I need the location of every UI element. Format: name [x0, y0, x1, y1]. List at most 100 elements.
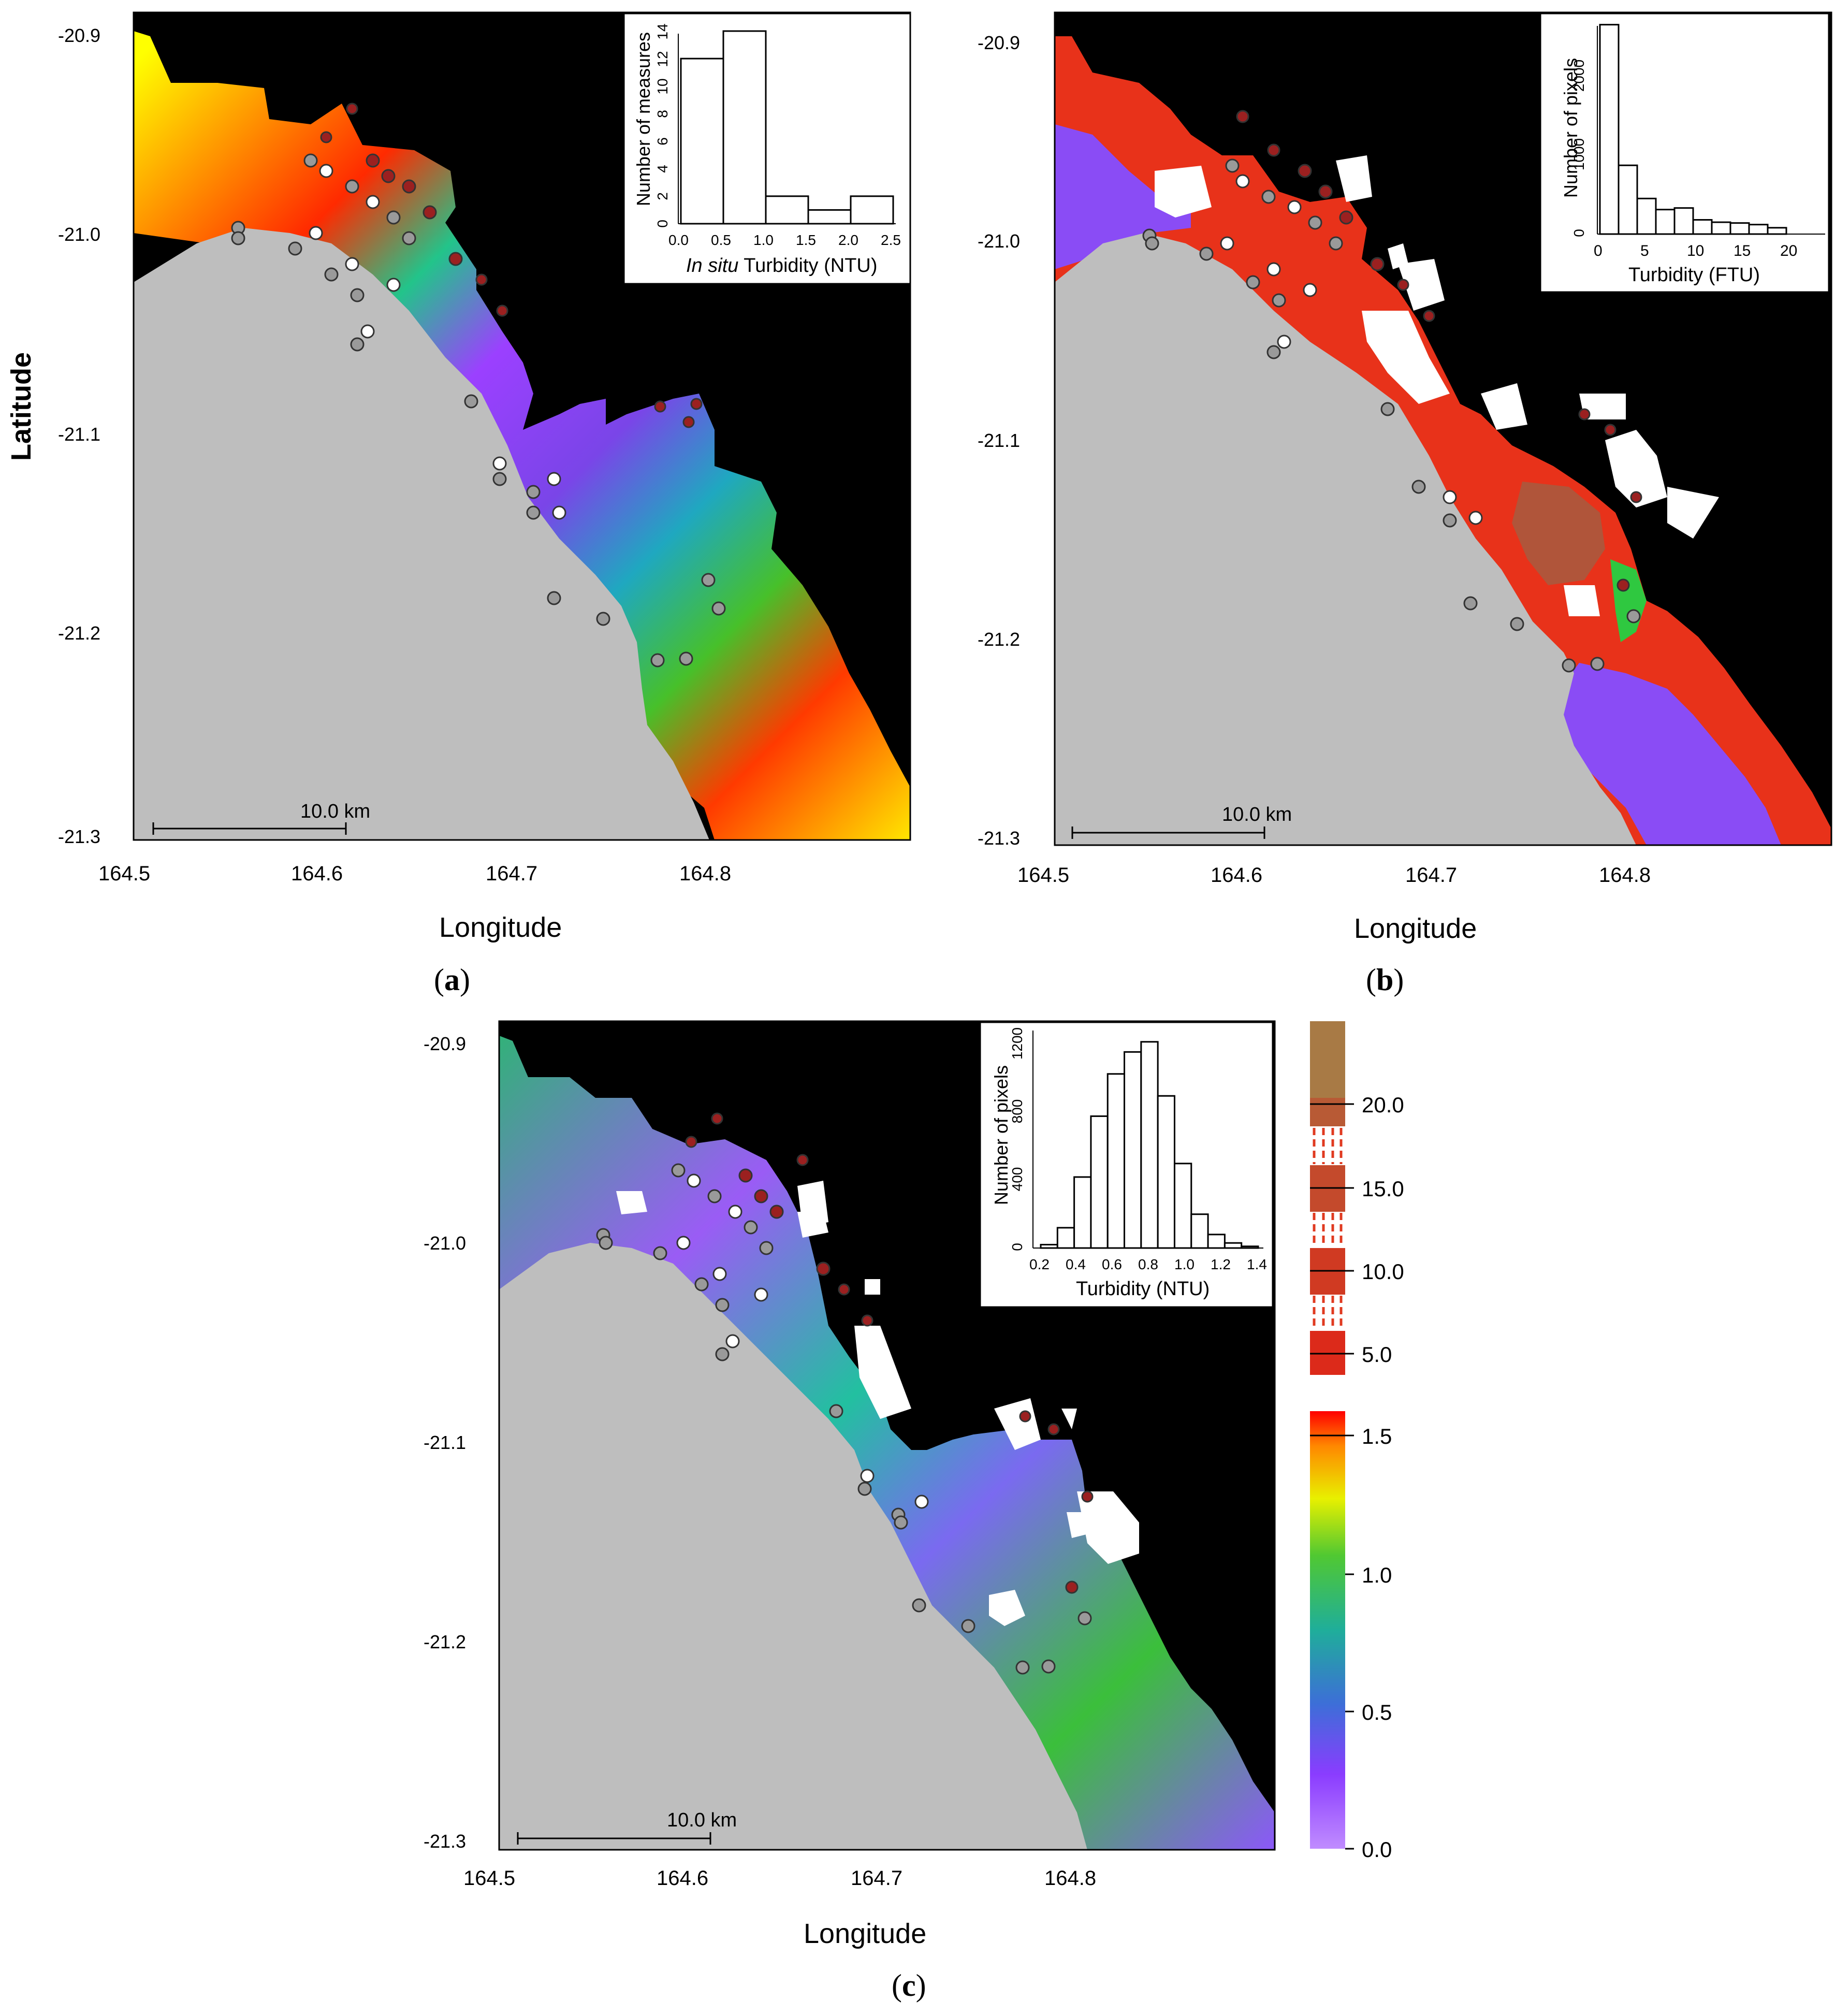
panel-a-land [134, 228, 709, 840]
panel-c-inset-xtick-0: 0.2 [1029, 1256, 1050, 1272]
panel-a-lon-tick-3: 164.7 [486, 862, 538, 885]
panel-b-map [1054, 11, 1832, 846]
panel-b-inset-xtick-0: 0 [1594, 242, 1603, 259]
panel-c-lon-tick-3: 164.7 [851, 1867, 903, 1890]
panel-a-lon-tick-2: 164.6 [291, 862, 343, 885]
panel-b-xlabel: Longitude [1354, 913, 1477, 944]
panel-b-inset-xlabel: Turbidity (FTU) [1628, 264, 1760, 286]
panel-b-inset-ytick-2: 2000 [1571, 59, 1587, 92]
inset-a-bar-0 [680, 57, 724, 225]
panel-a-label: (a) [434, 963, 470, 997]
panel-b-stations [1142, 110, 1642, 673]
inset-c-bar-7 [1157, 1095, 1175, 1249]
panel-a-lat-tick-5: -21.3 [58, 826, 101, 847]
inset-b-bar-4 [1673, 207, 1694, 235]
panel-a-inset-xlabel: In situ Turbidity (NTU) [686, 255, 878, 277]
inset-c-bar-12 [1241, 1245, 1259, 1249]
colorbar-label-1: 1.0 [1362, 1563, 1392, 1587]
panel-b-cloud-mask [1155, 155, 1719, 616]
panel-a-inset-ytick-1: 2 [654, 192, 671, 200]
inset-c-bar-10 [1207, 1234, 1226, 1249]
panel-c-frame [498, 1020, 1276, 1851]
panel-b-inset [1539, 12, 1830, 293]
inset-c-bar-9 [1190, 1213, 1209, 1249]
inset-c-bar-5 [1124, 1051, 1142, 1249]
inset-c-bar-3 [1090, 1115, 1109, 1249]
panel-c-inset-bars [1040, 1041, 1259, 1249]
panel-a-inset-xtick-2: 1.0 [753, 232, 774, 248]
inset-b-bar-5 [1692, 219, 1713, 235]
panel-c-lon-tick-2: 164.6 [657, 1867, 709, 1890]
panel-b-label: (b) [1366, 963, 1404, 997]
colorbar-label-0: 0.0 [1362, 1837, 1392, 1862]
colorbar-label-10: 10.0 [1362, 1259, 1404, 1284]
panel-c-inset-xtick-4: 1.0 [1174, 1256, 1195, 1272]
inset-c-bar-2 [1073, 1176, 1092, 1249]
inset-b-bar-8 [1748, 224, 1769, 235]
panel-a-inset-bars [680, 30, 894, 225]
panel-b-inset-bars [1599, 24, 1787, 235]
panel-c-cloud-mask [616, 1181, 1139, 1626]
panel-a-inset [623, 12, 911, 285]
panel-a-lon-tick-4: 164.8 [679, 862, 732, 885]
panel-b-lon-tick-1: 164.5 [1017, 864, 1070, 887]
panel-a-stations [231, 103, 726, 668]
panel-a-inset-xtick-3: 1.5 [796, 232, 816, 248]
panel-b-purple-south [1559, 663, 1781, 845]
colorbar-label-15: 15.0 [1362, 1177, 1404, 1201]
panel-b-lat-tick-1: -20.9 [978, 32, 1021, 53]
panel-c-inset-ytick-3: 1200 [1009, 1027, 1025, 1060]
panel-c-lat-tick-4: -21.2 [424, 1631, 467, 1652]
panel-a-lon-tick-1: 164.5 [98, 862, 151, 885]
inset-b-bar-0 [1599, 24, 1620, 235]
panel-c-inset-ytick-1: 400 [1009, 1167, 1025, 1192]
inset-c-bar-0 [1040, 1243, 1058, 1249]
inset-c-bar-1 [1056, 1227, 1075, 1249]
panel-b-brown-patch [1512, 482, 1605, 585]
panel-b-lat-tick-4: -21.2 [978, 629, 1021, 650]
panel-c-lat-tick-3: -21.1 [424, 1432, 467, 1453]
colorbar-label-20: 20.0 [1362, 1093, 1404, 1117]
panel-c-inset [979, 1021, 1274, 1308]
panel-c-map [498, 1020, 1276, 1851]
panel-a-inset-ylabel: Number of measures [633, 32, 654, 207]
panel-a-inset-xtick-4: 2.0 [838, 232, 858, 248]
panel-b-inset-xtick-2: 10 [1687, 242, 1705, 259]
panel-b-inset-xtick-1: 5 [1640, 242, 1649, 259]
panel-a-inset-ytick-6: 12 [654, 51, 671, 67]
inset-b-bar-2 [1636, 197, 1657, 235]
panel-a-turbidity-field [134, 31, 910, 840]
panel-a-inset-ytick-0: 0 [654, 220, 671, 228]
panel-b-inset-ytick-0: 0 [1571, 229, 1587, 237]
panel-c-scalebar-label: 10.0 km [667, 1809, 737, 1831]
panel-a-inset-ytick-4: 8 [654, 110, 671, 118]
panel-c-inset-xtick-1: 0.4 [1066, 1256, 1086, 1272]
panel-b-inset-ytick-1: 1000 [1571, 138, 1587, 171]
inset-c-bar-11 [1224, 1242, 1243, 1249]
panel-c-stations [596, 1112, 1094, 1675]
panel-b-lon-tick-4: 164.8 [1599, 864, 1651, 887]
panel-c-inset-xtick-5: 1.2 [1211, 1256, 1231, 1272]
panel-a-lat-tick-3: -21.1 [58, 424, 101, 445]
inset-b-bar-3 [1655, 209, 1676, 235]
panel-b-land [1055, 233, 1636, 845]
panel-c-inset-ytick-0: 0 [1009, 1243, 1025, 1251]
panel-c-lat-tick-1: -20.9 [424, 1033, 467, 1054]
panel-a-inset-xtick-0: 0.0 [668, 232, 689, 248]
panel-a-lat-tick-4: -21.2 [58, 622, 101, 644]
inset-c-bar-6 [1140, 1041, 1159, 1249]
panel-b-lon-tick-2: 164.6 [1211, 864, 1263, 887]
panel-c-lon-tick-4: 164.8 [1044, 1867, 1097, 1890]
panel-c-inset-xtick-3: 0.8 [1138, 1256, 1158, 1272]
panel-b-inset-xtick-4: 20 [1780, 242, 1798, 259]
panel-c-lon-tick-1: 164.5 [463, 1867, 516, 1890]
inset-c-bar-8 [1173, 1163, 1192, 1249]
colorbar [1310, 1021, 1354, 1850]
panel-b-frame [1054, 11, 1832, 846]
panel-a-frame [133, 11, 911, 841]
inset-b-bar-9 [1767, 227, 1787, 235]
inset-c-bar-4 [1106, 1073, 1126, 1249]
panel-a-xlabel: Longitude [439, 912, 562, 943]
panel-b-lat-tick-3: -21.1 [978, 430, 1021, 451]
